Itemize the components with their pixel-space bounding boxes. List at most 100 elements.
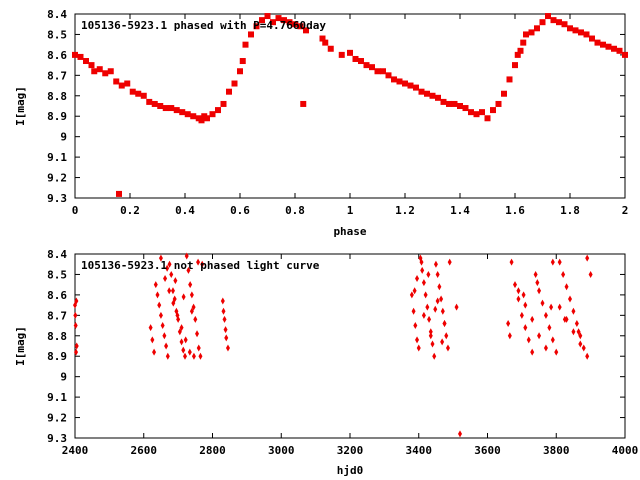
data-point bbox=[444, 332, 449, 340]
data-point bbox=[578, 332, 583, 340]
data-point bbox=[578, 29, 584, 36]
data-point bbox=[454, 303, 459, 311]
data-point bbox=[165, 264, 170, 272]
data-point bbox=[292, 21, 298, 28]
data-point bbox=[572, 27, 579, 34]
data-point bbox=[516, 287, 521, 295]
data-point bbox=[88, 62, 95, 69]
data-point bbox=[224, 334, 229, 342]
x-tick-label: 1.4 bbox=[450, 204, 470, 217]
data-point bbox=[556, 19, 562, 26]
data-point bbox=[73, 311, 78, 319]
data-point bbox=[440, 307, 445, 315]
data-point bbox=[440, 338, 445, 346]
data-point bbox=[83, 58, 89, 65]
data-point bbox=[74, 342, 79, 350]
y-tick-label: 8.6 bbox=[47, 49, 67, 62]
data-point bbox=[407, 82, 414, 89]
data-point bbox=[557, 303, 562, 311]
data-point bbox=[530, 315, 535, 323]
data-point bbox=[327, 45, 334, 52]
data-point bbox=[74, 348, 79, 356]
data-point bbox=[189, 307, 194, 315]
data-point bbox=[420, 266, 425, 274]
data-point bbox=[72, 51, 78, 58]
data-point bbox=[516, 295, 521, 303]
data-point bbox=[179, 324, 184, 332]
phased-light-curve-panel: 0 0.2 0.4 0.6 0.8 1 1.2 1.4 1.6 1.8 2 8.4 8.5 8.6 8.7 8… bbox=[14, 8, 628, 238]
data-point bbox=[411, 307, 416, 315]
y-tick-label: 8.6 bbox=[47, 289, 67, 302]
data-point bbox=[439, 295, 444, 303]
data-point bbox=[107, 68, 114, 75]
data-point bbox=[549, 303, 554, 311]
data-point bbox=[248, 31, 254, 38]
data-point bbox=[543, 311, 548, 319]
data-point bbox=[537, 287, 542, 295]
data-point bbox=[433, 305, 438, 313]
data-point bbox=[561, 21, 568, 28]
y-tick-label: 8.8 bbox=[47, 90, 67, 103]
data-point bbox=[184, 111, 191, 118]
data-point bbox=[605, 43, 612, 50]
data-point bbox=[223, 326, 228, 334]
data-point bbox=[181, 346, 186, 354]
data-point bbox=[578, 340, 583, 348]
data-point bbox=[523, 31, 529, 38]
data-point bbox=[338, 51, 345, 58]
data-point bbox=[220, 297, 225, 305]
data-point bbox=[190, 113, 197, 120]
data-point bbox=[445, 344, 450, 352]
data-point bbox=[425, 303, 430, 311]
data-point bbox=[102, 70, 109, 77]
data-point bbox=[322, 39, 329, 46]
data-point bbox=[163, 275, 168, 283]
data-point bbox=[237, 68, 243, 75]
data-point bbox=[550, 336, 555, 344]
data-point bbox=[512, 62, 518, 69]
data-point bbox=[513, 281, 517, 289]
data-point bbox=[415, 275, 420, 283]
data-point bbox=[468, 109, 474, 116]
data-point bbox=[622, 51, 628, 58]
x-axis-label: phase bbox=[333, 225, 366, 238]
data-point bbox=[193, 315, 198, 323]
data-point bbox=[451, 100, 458, 107]
data-point bbox=[428, 328, 433, 336]
y-tick-label: 9.1 bbox=[47, 391, 67, 404]
data-point bbox=[501, 90, 507, 97]
data-point bbox=[157, 103, 164, 109]
data-point bbox=[91, 68, 98, 75]
data-point bbox=[523, 301, 528, 309]
data-points bbox=[73, 252, 593, 438]
data-point bbox=[347, 49, 353, 56]
data-point bbox=[547, 324, 552, 332]
x-axis-label: hjd0 bbox=[337, 464, 364, 477]
data-point bbox=[196, 344, 201, 352]
data-point bbox=[539, 19, 546, 26]
data-point bbox=[303, 27, 309, 34]
data-point bbox=[270, 19, 276, 26]
data-point bbox=[571, 307, 576, 315]
data-point bbox=[169, 270, 174, 278]
data-point bbox=[157, 301, 162, 309]
data-point bbox=[462, 105, 469, 112]
data-point bbox=[184, 252, 189, 260]
chart-title: 105136-5923.1 phased with P=4.7660day bbox=[81, 19, 326, 32]
x-tick-label: 3600 bbox=[474, 444, 501, 457]
data-point bbox=[167, 287, 172, 295]
data-point bbox=[369, 64, 375, 71]
y-tick-label: 9.3 bbox=[47, 432, 67, 445]
data-point bbox=[186, 266, 191, 274]
data-point bbox=[226, 88, 232, 95]
data-point bbox=[550, 258, 555, 266]
data-point bbox=[187, 348, 192, 356]
data-point bbox=[363, 62, 370, 69]
data-point bbox=[124, 80, 131, 87]
x-tick-label: 0.6 bbox=[230, 204, 250, 217]
x-tick-label: 2600 bbox=[131, 444, 158, 457]
data-points bbox=[72, 13, 628, 197]
data-point bbox=[526, 336, 531, 344]
data-point bbox=[191, 303, 196, 311]
